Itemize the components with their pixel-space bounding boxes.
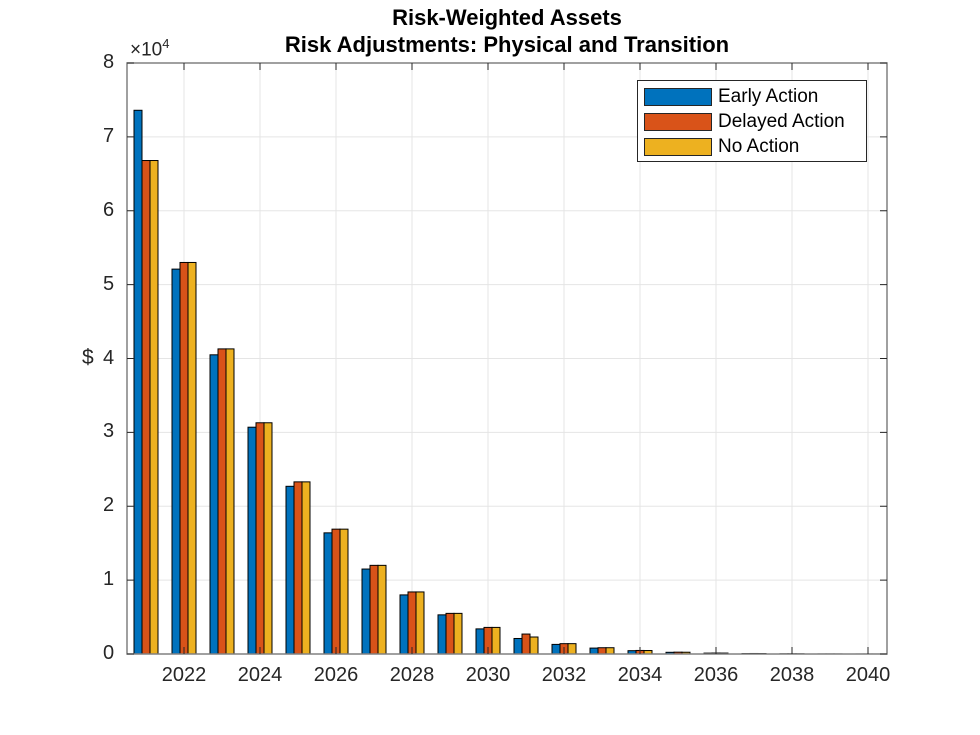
legend-swatch-no-action <box>644 138 712 156</box>
bar-delayed-action <box>407 591 417 655</box>
bar-delayed-action <box>179 261 189 655</box>
x-tick-label: 2040 <box>845 664 891 686</box>
y-tick-label: 3 <box>103 420 115 443</box>
bar-no-action <box>149 160 159 655</box>
bar-no-action <box>453 612 463 655</box>
bar-no-action <box>377 564 387 655</box>
bar-delayed-action <box>445 612 455 655</box>
x-tick-label: 2026 <box>313 664 359 686</box>
bar-early-action <box>437 614 447 655</box>
bar-no-action <box>339 528 349 655</box>
bar-early-action <box>513 637 523 655</box>
bar-early-action <box>475 628 485 655</box>
bar-delayed-action <box>141 160 151 655</box>
y-tick-label: 7 <box>103 124 115 147</box>
bar-no-action <box>301 481 311 655</box>
bar-no-action <box>263 422 273 655</box>
legend-swatch-delayed <box>644 113 712 131</box>
bar-delayed-action <box>293 481 303 655</box>
bar-no-action <box>491 626 501 655</box>
bar-early-action <box>285 485 295 655</box>
x-tick-label: 2024 <box>237 664 283 686</box>
bar-delayed-action <box>255 422 265 655</box>
legend-label-delayed: Delayed Action <box>718 111 845 132</box>
bar-early-action <box>589 647 599 655</box>
x-tick-label: 2034 <box>617 664 663 686</box>
bar-no-action <box>225 348 235 655</box>
bar-early-action <box>323 532 333 655</box>
y-tick-label: 8 <box>103 51 115 73</box>
y-tick-label: 5 <box>103 272 115 295</box>
y-tick-label: 1 <box>103 568 115 591</box>
x-tick-label: 2038 <box>769 664 815 686</box>
legend-swatch-early <box>644 88 712 106</box>
y-axis-label: $ <box>82 346 94 369</box>
y-tick-label: 0 <box>103 642 115 664</box>
legend-item-no-action: No Action <box>644 136 799 158</box>
bar-delayed-action <box>217 348 227 655</box>
bar-early-action <box>171 268 181 655</box>
bar-early-action <box>361 568 371 655</box>
chart-title-line2: Risk Adjustments: Physical and Transitio… <box>284 32 730 57</box>
y-tick-label: 4 <box>103 346 115 369</box>
x-tick-label: 2022 <box>161 664 207 686</box>
legend-item-delayed: Delayed Action <box>644 111 845 133</box>
legend-label-early: Early Action <box>718 86 819 107</box>
x-tick-label: 2030 <box>465 664 511 686</box>
exponent-power: 4 <box>162 36 170 51</box>
x-tick-label: 2028 <box>389 664 435 686</box>
bar-early-action <box>209 354 219 655</box>
bar-no-action <box>187 261 197 655</box>
legend-item-early: Early Action <box>644 86 818 108</box>
bar-no-action <box>605 647 615 655</box>
exponent-base: ×10 <box>130 39 163 61</box>
bar-early-action <box>551 643 561 655</box>
x-tick-label: 2036 <box>693 664 739 686</box>
bar-no-action <box>415 591 425 655</box>
bar-no-action <box>529 636 539 655</box>
y-tick-label: 2 <box>103 494 115 517</box>
bar-delayed-action <box>521 633 531 655</box>
bar-early-action <box>247 426 257 655</box>
y-tick-label: 6 <box>103 198 115 221</box>
legend: Early Action Delayed Action No Action <box>637 80 867 162</box>
bar-early-action <box>133 109 143 655</box>
bar-delayed-action <box>331 528 341 655</box>
bar-delayed-action <box>369 564 379 655</box>
chart-title-line1: Risk-Weighted Assets <box>392 5 622 30</box>
legend-label-no-action: No Action <box>718 136 800 157</box>
bar-delayed-action <box>597 647 607 655</box>
y-axis-exponent: ×104 <box>130 36 169 61</box>
x-tick-label: 2032 <box>541 664 587 686</box>
bar-no-action <box>567 643 577 655</box>
bar-early-action <box>399 594 409 655</box>
